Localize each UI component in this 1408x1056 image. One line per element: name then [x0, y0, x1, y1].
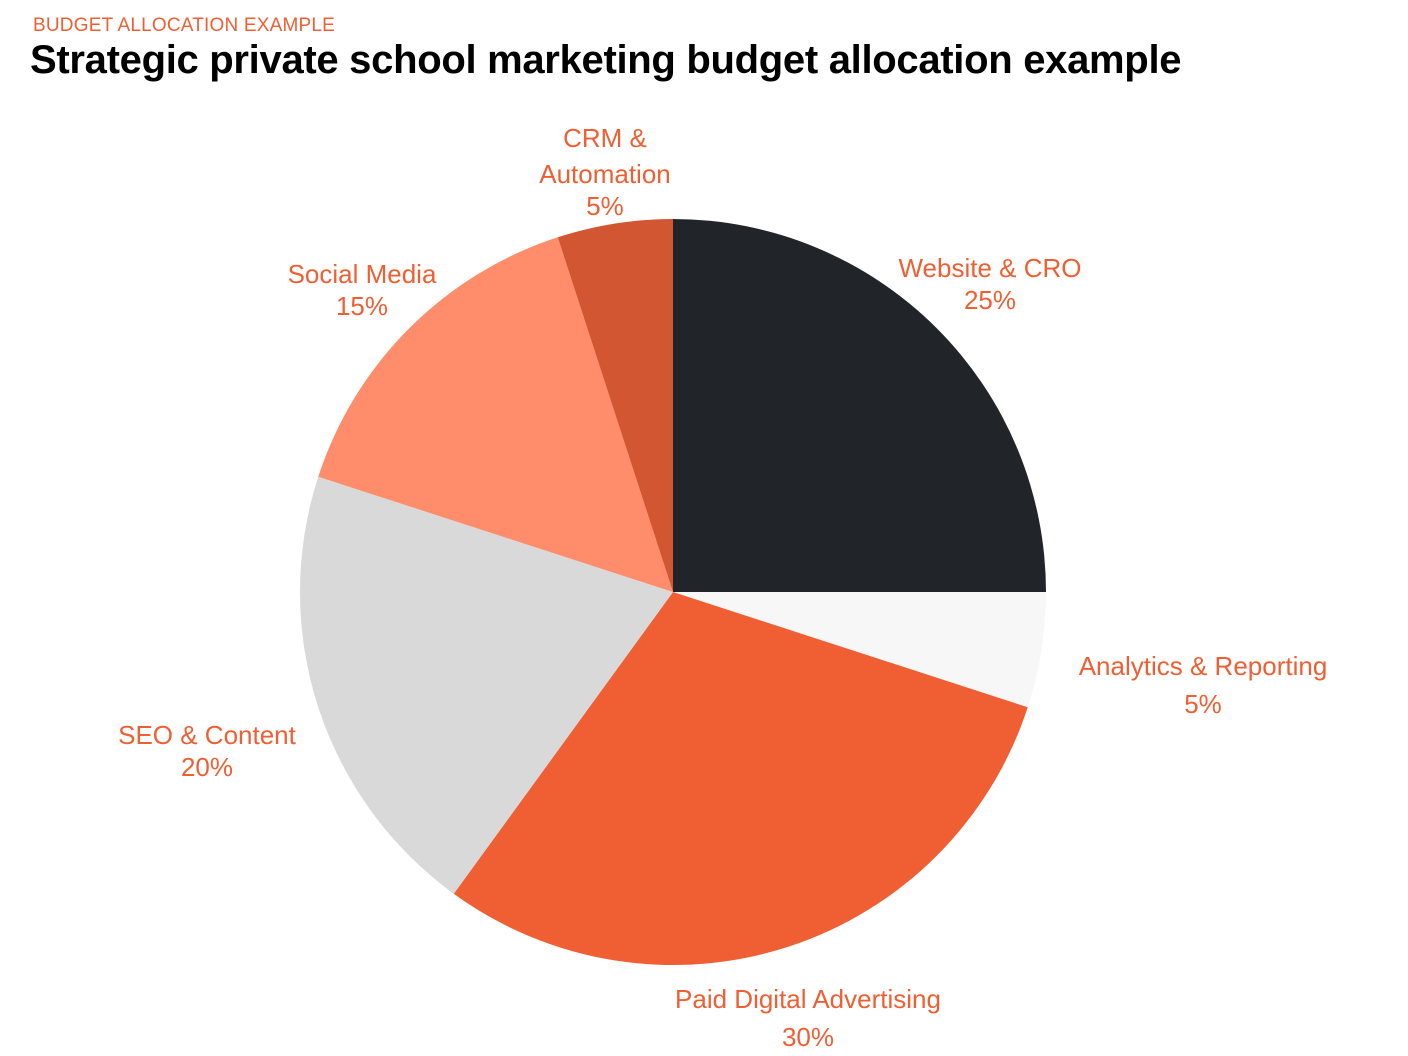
- pie-slice-analytics-reporting: [673, 592, 1046, 708]
- pie-labels: Website & CRO 25% Analytics & Reporting 5% P…: [118, 123, 1327, 1052]
- slice-label-crm-automation: CRM & Automation 5%: [539, 123, 671, 221]
- slice-label-website-cro: Website & CRO 25%: [898, 253, 1081, 315]
- pie-slice-seo-content: [300, 476, 673, 894]
- pie-slice-social-media: [318, 237, 673, 592]
- page-title: Strategic private school marketing budge…: [30, 38, 1182, 82]
- pie-slice-crm-automation: [557, 219, 673, 592]
- eyebrow-label: BUDGET ALLOCATION EXAMPLE: [33, 15, 336, 36]
- slice-value: 5%: [586, 191, 624, 221]
- slice-value: 15%: [336, 291, 388, 321]
- slice-label-social-media: Social Media 15%: [288, 259, 437, 321]
- slice-label-paid-digital-advertising: Paid Digital Advertising 30%: [675, 984, 941, 1052]
- slice-label-seo-content: SEO & Content 20%: [118, 720, 297, 782]
- slice-value: 20%: [181, 752, 233, 782]
- pie-slices: [300, 219, 1046, 965]
- pie-slice-website-cro: [673, 219, 1046, 592]
- slice-label-analytics-reporting: Analytics & Reporting 5%: [1079, 651, 1328, 719]
- pie-slice-paid-digital-advertising: [453, 592, 1028, 965]
- slice-value: 5%: [1184, 689, 1222, 719]
- slice-value: 30%: [782, 1022, 834, 1052]
- slice-value: 25%: [964, 285, 1016, 315]
